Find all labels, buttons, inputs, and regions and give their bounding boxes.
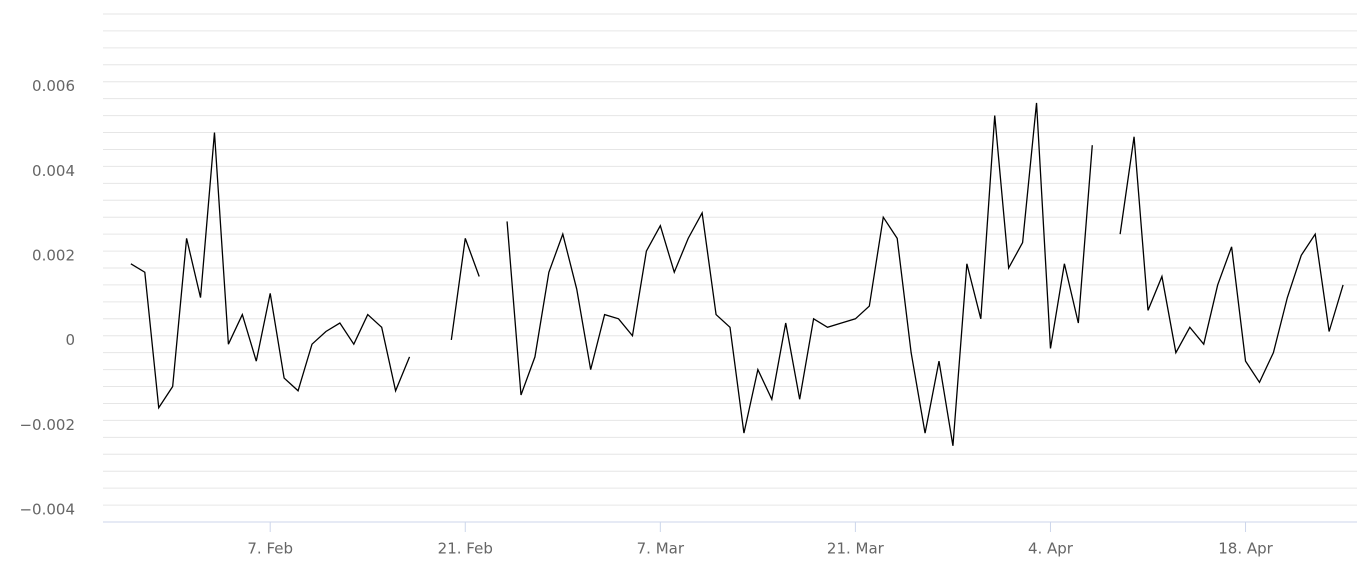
y-tick-label: 0 bbox=[65, 331, 75, 349]
y-tick-label: 0.006 bbox=[32, 77, 75, 95]
y-tick-label: −0.002 bbox=[19, 416, 75, 434]
x-tick-label: 18. Apr bbox=[1218, 540, 1273, 558]
x-tick-label: 7. Mar bbox=[637, 540, 685, 558]
y-tick-label: −0.004 bbox=[19, 501, 75, 519]
y-tick-label: 0.002 bbox=[32, 247, 75, 265]
line bbox=[130, 102, 1344, 446]
y-tick-label: 0.004 bbox=[32, 162, 75, 180]
x-tick-label: 21. Mar bbox=[827, 540, 885, 558]
x-tick-label: 4. Apr bbox=[1028, 540, 1074, 558]
x-tick-label: 7. Feb bbox=[247, 540, 293, 558]
x-tick-label: 21. Feb bbox=[438, 540, 493, 558]
